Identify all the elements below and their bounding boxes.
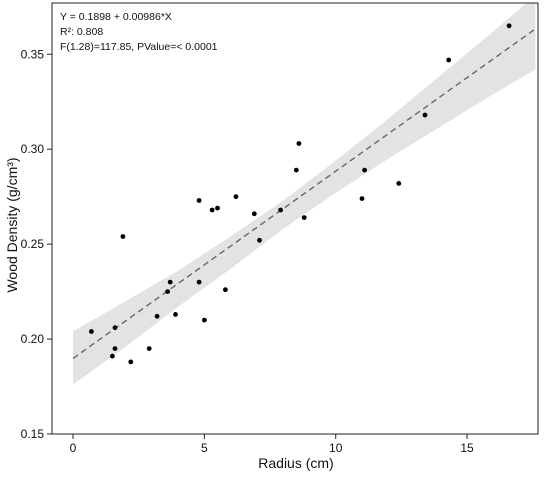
data-point [120,234,126,239]
x-axis-title: Radius (cm) [258,455,333,471]
data-point [293,167,299,173]
x-tick-label: 0 [70,441,77,455]
regression-layer [72,28,536,360]
data-point [196,279,202,285]
ticks-layer: 0 5 10 15 0.15 0.20 0.25 0.30 0.35 [21,47,474,455]
axes-layer [51,2,539,435]
x-tick-label: 5 [201,441,208,455]
data-point [301,215,307,221]
data-point [359,196,365,202]
regression-line [72,28,536,360]
data-points-layer [89,23,512,365]
data-point [167,279,173,285]
annotation-f-test: F(1.28)=117.85, PValue=< 0.0001 [60,41,218,53]
y-tick-label: 0.35 [21,47,45,61]
y-tick-label: 0.30 [21,142,45,156]
data-point [128,359,134,365]
data-point [251,211,257,217]
annotation-equation: Y = 0.1898 + 0.00986*X [60,11,172,23]
data-point [278,207,283,213]
y-tick-label: 0.25 [21,237,45,251]
y-tick-label: 0.20 [21,332,45,346]
data-point [233,194,239,200]
data-point [209,207,215,213]
data-point [110,353,115,359]
data-point [89,329,94,334]
y-axis-title: Wood Density (g/cm³) [4,157,20,292]
x-tick-label: 10 [329,441,343,455]
data-point [196,198,202,203]
data-point [396,181,402,186]
data-point [422,112,428,118]
y-tick-label: 0.15 [21,427,45,441]
data-point [296,141,302,146]
data-point [202,317,207,323]
plot-frame [51,2,539,435]
data-point [446,57,452,63]
data-point [506,23,512,29]
data-point [112,325,118,331]
data-point [112,346,118,351]
data-point [362,167,367,173]
data-point [215,205,220,211]
data-point [173,312,178,317]
x-tick-label: 15 [460,441,474,455]
data-point [146,346,152,351]
annotation-r-squared: R²: 0.808 [60,26,103,38]
data-point [154,313,160,319]
data-point [257,237,262,243]
data-point [223,287,228,293]
data-point [165,289,171,294]
